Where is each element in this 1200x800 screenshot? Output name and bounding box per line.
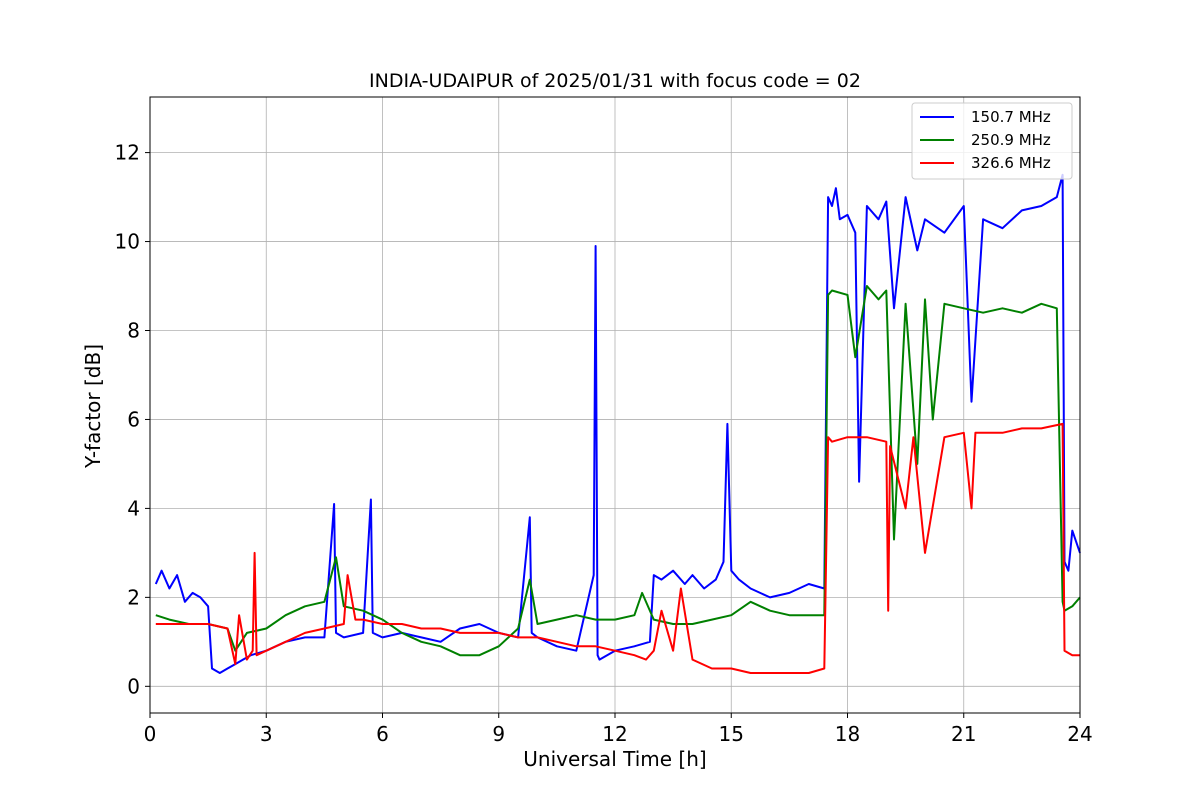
legend-label-150-7: 150.7 MHz	[971, 108, 1051, 126]
y-tick-label: 8	[127, 319, 140, 343]
series-layer	[154, 173, 1081, 674]
y-tick-label: 0	[127, 674, 140, 698]
x-tick-label: 6	[376, 722, 389, 746]
x-axis-label: Universal Time [h]	[523, 747, 706, 771]
x-tick-label: 15	[719, 722, 744, 746]
y-tick-label: 6	[127, 407, 140, 431]
y-axis-label: Y-factor [dB]	[81, 344, 105, 469]
y-tick-label: 4	[127, 496, 140, 520]
legend-label-326-6: 326.6 MHz	[971, 154, 1051, 172]
x-tick-label: 18	[835, 722, 860, 746]
legend-box	[911, 102, 1073, 180]
y-tick-label: 2	[127, 585, 140, 609]
x-tick-label: 0	[144, 722, 157, 746]
x-tick-label: 24	[1067, 722, 1092, 746]
x-tick-label: 21	[951, 722, 976, 746]
x-tick-label: 3	[260, 722, 273, 746]
y-tick-label: 12	[115, 141, 140, 165]
chart-title: INDIA-UDAIPUR of 2025/01/31 with focus c…	[369, 70, 861, 92]
series-line-2	[155, 422, 1080, 674]
x-tick-label: 9	[492, 722, 505, 746]
x-tick-label: 12	[602, 722, 627, 746]
y-tick-label: 10	[115, 230, 140, 254]
series-line-1	[155, 285, 1081, 657]
legend-label-250-9: 250.9 MHz	[971, 131, 1051, 149]
legend: 150.7 MHz 250.9 MHz 326.6 MHz	[911, 102, 1073, 180]
